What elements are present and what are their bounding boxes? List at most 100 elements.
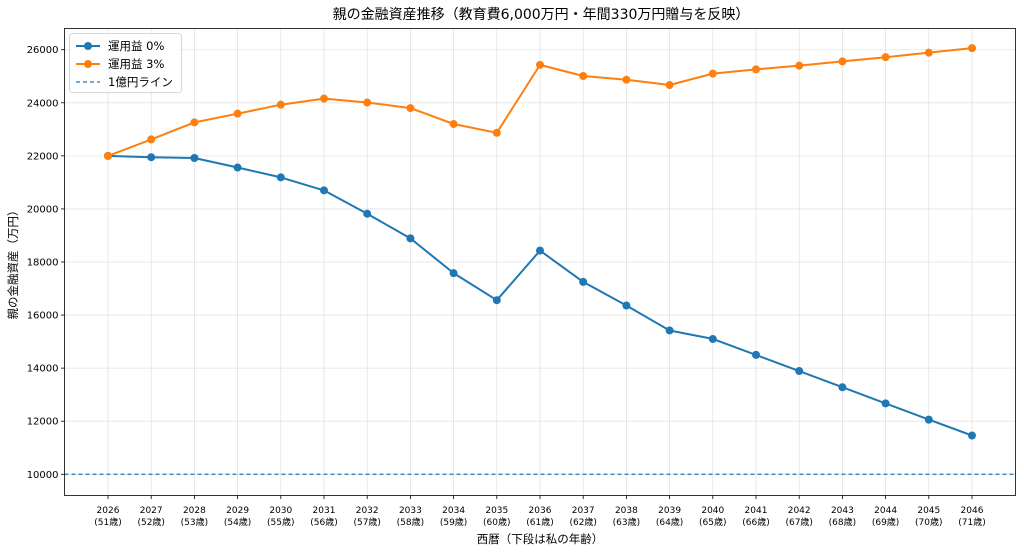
x-tick-label: 2044: [874, 506, 897, 516]
x-tick-label: 2034: [442, 506, 465, 516]
x-tick-sublabel: (69歳): [872, 516, 899, 528]
data-point: [881, 53, 890, 62]
y-tick-label: 16000: [27, 311, 59, 322]
x-tick-sublabel: (64歳): [656, 516, 683, 528]
data-point: [104, 151, 112, 160]
legend-item: 運用益 3%: [76, 57, 164, 71]
data-point: [968, 44, 976, 53]
x-tick-sublabel: (63歳): [613, 516, 640, 528]
y-tick-label: 24000: [27, 98, 59, 109]
y-tick-label: 26000: [27, 45, 59, 56]
x-tick-label: 2039: [658, 506, 681, 516]
x-tick-label: 2043: [831, 506, 854, 516]
legend-label: 運用益 0%: [108, 39, 164, 53]
x-tick-sublabel: (68歳): [829, 516, 856, 528]
data-point: [622, 301, 631, 310]
x-tick-label: 2031: [313, 506, 336, 516]
legend-item: 運用益 0%: [76, 39, 164, 53]
x-tick-sublabel: (55歳): [267, 516, 294, 528]
data-point: [708, 69, 717, 78]
legend-label: 1億円ライン: [108, 75, 173, 89]
data-point: [276, 100, 285, 109]
data-point: [579, 277, 588, 286]
x-tick-label: 2035: [485, 506, 508, 516]
data-point: [665, 81, 674, 90]
data-point: [665, 326, 674, 335]
series-layer: [104, 44, 976, 440]
x-tick-label: 2042: [788, 506, 811, 516]
x-tick-label: 2040: [701, 506, 724, 516]
x-tick-label: 2026: [97, 506, 120, 516]
data-point: [752, 65, 760, 74]
y-tick-label: 14000: [27, 364, 59, 375]
x-tick-label: 2028: [183, 506, 206, 516]
x-tick-label: 2046: [961, 506, 984, 516]
data-point: [579, 71, 588, 80]
series-0: [104, 151, 976, 440]
data-point: [536, 246, 544, 255]
x-tick-sublabel: (57歳): [353, 516, 380, 528]
x-tick-label: 2029: [226, 506, 249, 516]
data-point: [968, 431, 976, 440]
x-tick-sublabel: (71歳): [958, 516, 985, 528]
y-tick-label: 10000: [27, 470, 59, 481]
series-1: [104, 44, 976, 160]
y-tick-label: 20000: [27, 204, 59, 215]
data-point: [190, 153, 199, 162]
y-tick-label: 18000: [27, 258, 59, 269]
x-axis-label: 西暦（下段は私の年齢）: [477, 532, 604, 546]
y-axis-ticks: 10000 12000 14000 16000 18000 20000 22000 24000…: [27, 45, 65, 481]
legend-box: [69, 33, 182, 93]
x-tick-sublabel: (70歳): [915, 516, 942, 528]
data-point: [406, 104, 415, 113]
data-point: [233, 163, 242, 172]
chart-title: 親の金融資産推移（教育費6,000万円・年間330万円贈与を反映）: [333, 7, 750, 23]
x-tick-sublabel: (65歳): [699, 516, 726, 528]
data-point: [795, 367, 804, 376]
data-point: [492, 296, 501, 305]
x-tick-sublabel: (59歳): [440, 516, 467, 528]
x-tick-sublabel: (51歳): [94, 516, 121, 528]
x-tick-sublabel: (67歳): [785, 516, 812, 528]
data-point: [320, 186, 328, 195]
x-tick-label: 2045: [917, 506, 940, 516]
data-point: [795, 61, 804, 70]
legend: 運用益 0% 運用益 3% 1億円ライン: [69, 33, 182, 93]
data-point: [147, 135, 156, 144]
data-point: [838, 57, 847, 66]
x-tick-sublabel: (58歳): [397, 516, 424, 528]
grid-lines: [64, 28, 1016, 496]
data-point: [924, 48, 933, 57]
x-tick-label: 2032: [356, 506, 379, 516]
data-point: [752, 350, 760, 359]
x-axis-ticks: 2026(51歳) 2027(52歳) 2028(53歳) 2029(54歳) 2030…: [94, 495, 986, 528]
data-point: [363, 209, 372, 218]
x-tick-sublabel: (54歳): [224, 516, 251, 528]
data-point: [492, 128, 501, 137]
x-tick-sublabel: (61歳): [526, 516, 553, 528]
y-axis-label: 親の金融資産（万円）: [6, 205, 20, 320]
data-point: [190, 118, 199, 127]
x-tick-label: 2037: [572, 506, 595, 516]
x-tick-sublabel: (62歳): [569, 516, 596, 528]
legend-label: 運用益 3%: [108, 57, 164, 71]
x-tick-sublabel: (53歳): [181, 516, 208, 528]
data-point: [838, 383, 847, 392]
x-tick-sublabel: (60歳): [483, 516, 510, 528]
x-tick-label: 2041: [745, 506, 768, 516]
x-tick-label: 2033: [399, 506, 422, 516]
x-tick-sublabel: (66歳): [742, 516, 769, 528]
data-point: [881, 399, 890, 408]
data-point: [406, 234, 415, 243]
data-point: [276, 173, 285, 182]
data-point: [622, 75, 631, 84]
legend-item: 1億円ライン: [76, 75, 173, 89]
x-tick-label: 2036: [529, 506, 552, 516]
x-tick-label: 2027: [140, 506, 163, 516]
legend-marker: [84, 42, 92, 50]
x-tick-label: 2038: [615, 506, 638, 516]
x-tick-label: 2030: [269, 506, 292, 516]
data-point: [449, 269, 458, 278]
data-point: [363, 98, 372, 107]
